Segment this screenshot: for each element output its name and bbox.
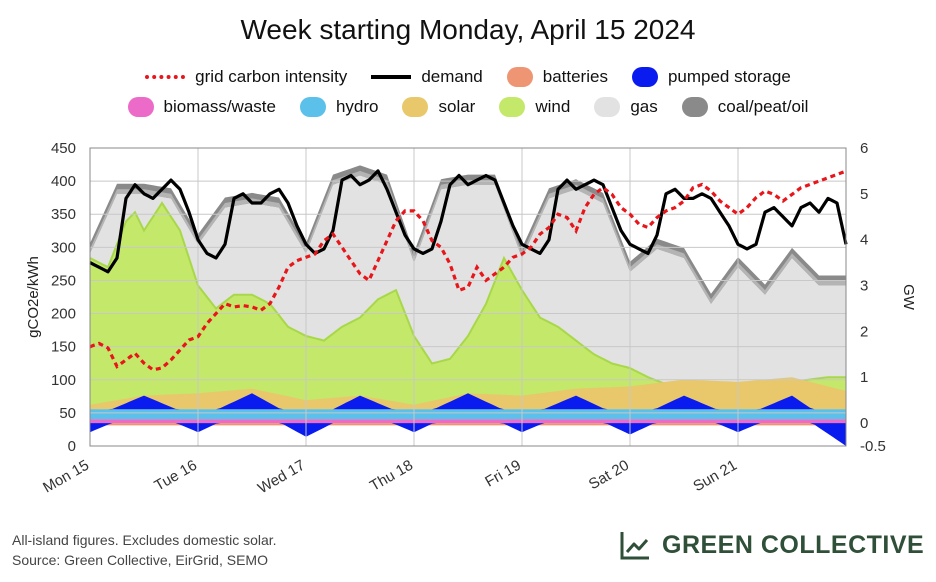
chart-title: Week starting Monday, April 15 2024	[240, 14, 696, 45]
brand-logo: GREEN COLLECTIVE	[618, 528, 924, 562]
y-right-tick-label: 1	[860, 369, 868, 386]
y-right-tick-label: 4	[860, 232, 868, 249]
y-left-tick-label: 350	[51, 206, 76, 223]
x-tick-label: Tue 16	[152, 457, 200, 495]
legend-item-coal-peat-oil: coal/peat/oil	[681, 97, 809, 117]
legend-label: gas	[630, 97, 658, 116]
y-left-tick-label: 400	[51, 173, 76, 190]
y-left-tick-label: 300	[51, 239, 76, 256]
x-tick-label: Fri 19	[482, 457, 524, 491]
y-right-axis-label: GW	[900, 284, 917, 311]
legend-item-biomass-waste: biomass/waste	[127, 97, 276, 117]
legend-label: hydro	[335, 97, 379, 116]
y-right-tick-label: 0	[860, 415, 868, 432]
legend-label: grid carbon intensity	[195, 67, 348, 86]
y-right-tick-label: 6	[860, 140, 868, 157]
footnote: All-island figures. Excludes domestic so…	[12, 530, 277, 570]
footnote-line-2: Source: Green Collective, EirGrid, SEMO	[12, 552, 268, 568]
legend-item-solar: solar	[402, 97, 475, 117]
x-tick-label: Sat 20	[586, 457, 632, 493]
batteries-area	[90, 423, 846, 426]
y-right-tick-label: 3	[860, 278, 868, 295]
solar-area	[90, 377, 846, 410]
x-tick-label: Thu 18	[367, 457, 416, 495]
chart-trend-icon	[620, 532, 649, 560]
y-right-tick-label: 5	[860, 186, 868, 203]
plot-frame	[89, 147, 847, 447]
legend-label: batteries	[542, 67, 608, 86]
legend-swatch	[145, 75, 186, 79]
legend-label: coal/peat/oil	[717, 97, 809, 116]
legend: grid carbon intensity demand batteries pump…	[0, 62, 936, 122]
legend-swatch	[499, 97, 526, 117]
y-right-tick-label: 2	[860, 323, 868, 340]
x-tick-label: Mon 15	[40, 457, 92, 497]
y-left-axis-label: gCO2e/kWh	[25, 256, 42, 338]
legend-swatch	[631, 67, 658, 87]
legend-swatch	[681, 97, 708, 117]
legend-swatch	[506, 67, 533, 87]
y-left-tick-label: 150	[51, 339, 76, 356]
x-tick-label: Wed 17	[255, 457, 308, 497]
legend-swatch	[299, 97, 326, 117]
legend-item-batteries: batteries	[506, 67, 608, 87]
y-left-tick-label: 250	[51, 272, 76, 289]
legend-label: biomass/waste	[163, 97, 276, 116]
y-left-tick-label: 450	[51, 140, 76, 157]
coal-peat-oil-area	[90, 165, 846, 304]
legend-item-gas: gas	[594, 97, 658, 117]
legend-item-hydro: hydro	[299, 97, 379, 117]
legend-item-pumped-storage: pumped storage	[631, 67, 791, 87]
wind-area	[90, 203, 846, 410]
y-right-tick-label: -0.5	[860, 438, 886, 455]
y-left-tick-label: 0	[68, 438, 76, 455]
chart-area: 0 50 100 150 200 250 300 350 400 450 -0.5 0 1 2 3 4 5 6 Mo…	[25, 140, 917, 497]
carbon-intensity-line	[89, 169, 847, 372]
hydro-area	[90, 409, 846, 420]
y-left-tick-label: 200	[51, 306, 76, 323]
pumped-storage-generating-area	[90, 393, 846, 410]
legend-label: wind	[535, 97, 571, 116]
y-left-tick-label: 100	[51, 372, 76, 389]
legend-item-demand: demand	[371, 67, 483, 87]
footnote-line-1: All-island figures. Excludes domestic so…	[12, 532, 277, 548]
legend-label: solar	[438, 97, 476, 116]
coal-peat-oil-light-area	[90, 170, 846, 304]
legend-item-wind: wind	[499, 97, 570, 117]
legend-row-1: grid carbon intensity demand batteries pump…	[0, 62, 936, 92]
y-left-tick-label: 50	[59, 405, 76, 422]
legend-swatch	[594, 97, 621, 117]
legend-swatch	[371, 75, 412, 79]
legend-label: demand	[421, 67, 483, 86]
brand-name: GREEN COLLECTIVE	[662, 530, 925, 559]
legend-item-grid-carbon-intensity: grid carbon intensity	[145, 67, 347, 87]
legend-swatch	[402, 97, 429, 117]
legend-row-2: biomass/waste hydro solar wind gas coal/peat/…	[0, 92, 936, 122]
x-tick-label: Sun 21	[690, 457, 740, 495]
legend-label: pumped storage	[667, 67, 791, 86]
legend-swatch	[127, 97, 154, 117]
demand-line	[89, 169, 848, 274]
biomass-waste-area	[90, 419, 846, 424]
